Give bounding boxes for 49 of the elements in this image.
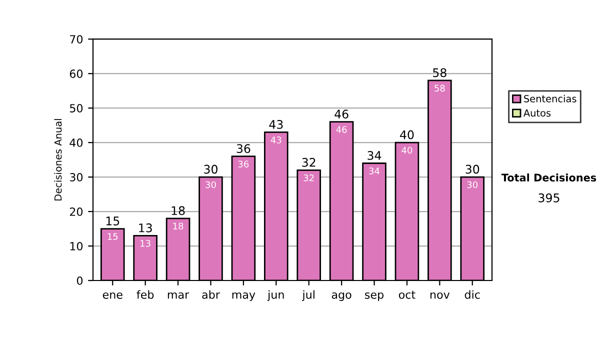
x-tick-label: sep bbox=[365, 292, 384, 301]
x-tick-label: may bbox=[232, 292, 256, 301]
x-tick-label: dic bbox=[464, 290, 480, 299]
data-label: 46 bbox=[336, 126, 347, 133]
annotation: 40 bbox=[400, 130, 414, 140]
annotation: 58 bbox=[433, 68, 446, 78]
y-tick-label: 0 bbox=[76, 276, 83, 285]
data-label: 32 bbox=[304, 174, 314, 182]
legend-label: Autos bbox=[523, 109, 551, 117]
y-tick-label: 10 bbox=[70, 242, 83, 250]
data-label: 13 bbox=[140, 240, 150, 247]
x-tick-label: ago bbox=[332, 292, 352, 301]
data-label: 30 bbox=[206, 181, 216, 188]
y-tick-label: 20 bbox=[70, 208, 83, 216]
annotation: 15 bbox=[106, 216, 120, 226]
text: 395 bbox=[538, 193, 560, 202]
x-tick-label: jun bbox=[267, 290, 284, 301]
x-tick-label: oct bbox=[398, 290, 416, 299]
annotation: 18 bbox=[172, 206, 185, 216]
x-tick-label: mar bbox=[168, 292, 190, 299]
data-label: 36 bbox=[238, 160, 249, 168]
annotation: 30 bbox=[466, 164, 480, 174]
annotation: 32 bbox=[302, 158, 316, 167]
annotation: 34 bbox=[368, 150, 382, 160]
x-tick-label: jul bbox=[302, 290, 314, 301]
annotation: 36 bbox=[236, 144, 250, 154]
y-tick-label: 60 bbox=[70, 70, 83, 78]
annotation: 30 bbox=[204, 164, 218, 174]
y-tick-label: 30 bbox=[70, 173, 83, 182]
data-label: 18 bbox=[173, 222, 184, 230]
annotation: 43 bbox=[269, 120, 283, 129]
y-axis-title: Decisiones Anual bbox=[54, 119, 62, 200]
data-label: 43 bbox=[270, 136, 282, 144]
x-tick-label: feb bbox=[136, 290, 154, 299]
annotation: 13 bbox=[139, 223, 152, 232]
x-tick-label: nov bbox=[430, 292, 450, 299]
y-tick-label: 50 bbox=[70, 104, 83, 112]
y-tick-label: 70 bbox=[70, 35, 83, 44]
text: Total Decisiones bbox=[501, 173, 596, 182]
x-tick-label: ene bbox=[102, 292, 122, 299]
data-label: 34 bbox=[369, 168, 380, 174]
data-label: 15 bbox=[108, 233, 118, 240]
annotation: 46 bbox=[334, 110, 348, 119]
data-label: 30 bbox=[467, 181, 478, 188]
data-label: 58 bbox=[434, 84, 445, 92]
legend-label: Sentencias bbox=[524, 94, 576, 102]
x-tick-label: abr bbox=[202, 290, 220, 299]
y-tick-label: 40 bbox=[70, 138, 83, 147]
data-label: 40 bbox=[402, 146, 412, 154]
